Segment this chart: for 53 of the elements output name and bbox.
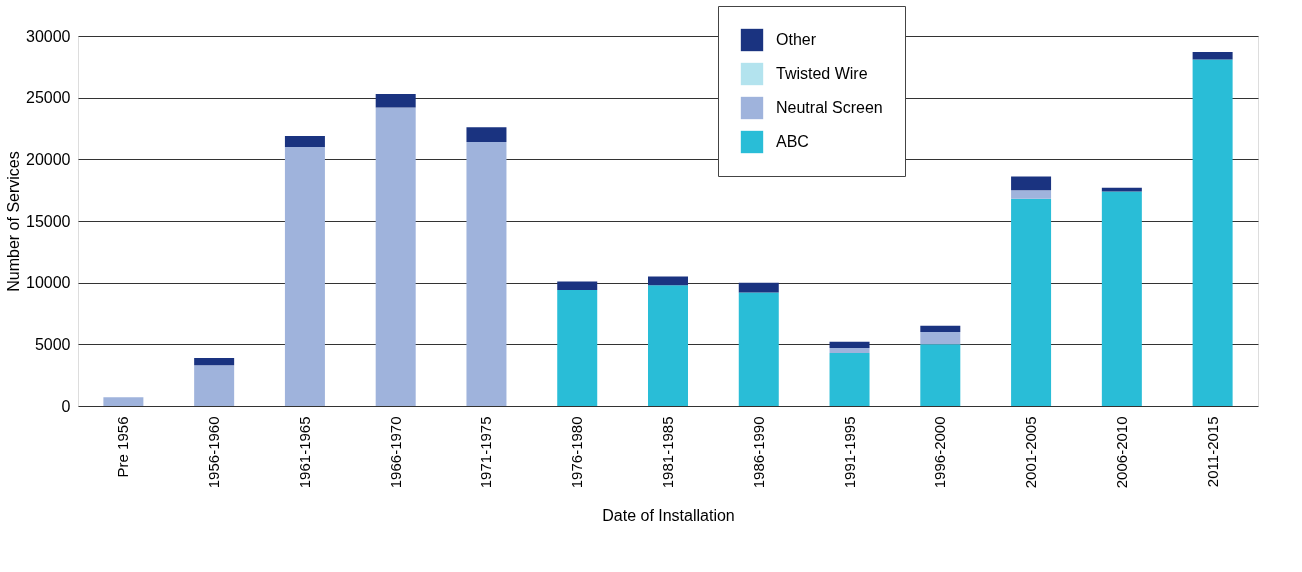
bar [829, 348, 870, 353]
x-axis-title: Date of Installation [602, 507, 735, 525]
bar [375, 93, 416, 108]
bar [648, 285, 688, 406]
x-tick-label: 1961-1965 [295, 416, 313, 489]
bar [920, 325, 961, 332]
y-tick-label: 10000 [26, 274, 71, 292]
bar [648, 276, 688, 286]
bar [284, 135, 325, 147]
bar [1011, 190, 1052, 199]
x-tick-label: 1966-1970 [386, 416, 404, 489]
x-tick-label: 2006-2010 [1112, 416, 1130, 489]
bar [1101, 191, 1142, 406]
bar [738, 282, 779, 293]
x-tick-label: 1956-1960 [205, 416, 223, 489]
x-tick-label: Pre 1956 [114, 416, 132, 478]
bar [557, 290, 598, 406]
x-tick-label: 1991-1995 [840, 416, 858, 489]
bar [1011, 198, 1052, 406]
x-tick-label: 2011-2015 [1203, 416, 1221, 488]
y-tick-label: 0 [61, 397, 71, 415]
bar [194, 357, 235, 366]
bar [466, 142, 507, 406]
y-tick-label: 30000 [26, 27, 71, 45]
y-tick-label: 15000 [26, 212, 71, 230]
bar [557, 281, 598, 291]
y-axis-title: Number of Services [5, 151, 23, 292]
bar [466, 127, 507, 143]
x-tick-label: 1981-1985 [659, 416, 676, 489]
bar [1192, 59, 1233, 406]
y-tick-label: 25000 [26, 89, 71, 107]
x-tick-label: 2001-2005 [1022, 416, 1040, 489]
legend-label: Twisted Wire [776, 65, 868, 82]
bar [920, 332, 961, 345]
bar [284, 147, 325, 406]
legend-label: Other [776, 31, 817, 48]
bar [738, 292, 779, 406]
x-tick-label: 1976-1980 [568, 416, 586, 489]
bar [829, 341, 870, 349]
x-tick-label: 1996-2000 [931, 416, 949, 489]
bar [829, 352, 870, 406]
bar [194, 365, 235, 406]
y-tick-label: 5000 [34, 335, 71, 353]
bar [375, 107, 416, 406]
legend-label: ABC [776, 133, 809, 150]
bar [1011, 176, 1052, 191]
x-tick-label: 1986-1990 [749, 416, 767, 489]
y-tick-label: 20000 [26, 150, 71, 168]
bar [103, 397, 144, 406]
x-tick-label: 1971-1975 [477, 416, 495, 489]
bar [1192, 52, 1233, 60]
legend-label: Neutral Screen [776, 99, 883, 116]
bar [920, 344, 961, 406]
